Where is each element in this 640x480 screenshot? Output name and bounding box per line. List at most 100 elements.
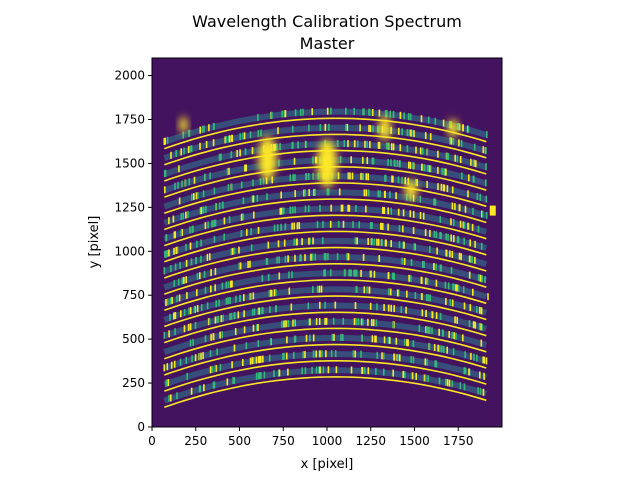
emission-line (255, 356, 258, 364)
emission-line (286, 336, 288, 344)
emission-line (353, 269, 355, 277)
emission-line (259, 178, 262, 186)
emission-line (450, 234, 452, 242)
order-edge (164, 295, 487, 328)
emission-line (243, 310, 245, 318)
emission-line (398, 224, 401, 232)
plot-area (151, 57, 503, 428)
emission-line (207, 221, 209, 229)
emission-line (278, 369, 281, 377)
emission-line (178, 294, 181, 302)
emission-line (273, 370, 275, 378)
emission-line (485, 163, 487, 171)
emission-line (485, 357, 488, 365)
emission-line (327, 253, 329, 261)
emission-line (453, 235, 455, 243)
emission-line (376, 351, 379, 359)
emission-line (455, 332, 457, 340)
emission-line (473, 143, 476, 151)
emission-line (212, 139, 215, 147)
emission-line (470, 255, 472, 263)
emission-line (325, 350, 327, 358)
chart-subtitle: Master (300, 34, 355, 53)
emission-line (279, 207, 282, 215)
emission-line (325, 317, 328, 325)
emission-line (188, 307, 190, 315)
emission-line (487, 293, 489, 301)
emission-line (316, 221, 319, 229)
emission-line (409, 113, 412, 121)
y-tick-label: 0 (137, 420, 145, 434)
emission-line (242, 132, 244, 140)
emission-line (412, 340, 415, 348)
emission-line (483, 372, 485, 380)
order-edge (164, 343, 487, 376)
emission-line (360, 172, 362, 180)
emission-line (409, 210, 412, 218)
emission-line (396, 160, 399, 167)
emission-line (373, 270, 376, 278)
emission-line (330, 350, 333, 358)
emission-line (367, 173, 369, 181)
emission-line (319, 366, 321, 374)
emission-line (288, 287, 291, 295)
emission-line (480, 323, 482, 331)
emission-line (460, 253, 462, 261)
emission-line (463, 221, 466, 229)
x-axis-label: x [pixel] (301, 457, 354, 472)
emission-line (324, 317, 326, 325)
emission-line (312, 237, 314, 245)
emission-line (311, 366, 313, 374)
emission-line (350, 366, 353, 374)
emission-line (250, 244, 253, 252)
emission-line (262, 177, 265, 185)
emission-line (223, 233, 225, 241)
emission-line (302, 351, 305, 359)
emission-line (457, 236, 460, 244)
emission-line (263, 371, 266, 379)
emission-line (472, 207, 474, 215)
emission-line (322, 237, 324, 245)
emission-line (397, 176, 400, 184)
emission-line (304, 205, 307, 213)
emission-line (326, 107, 329, 115)
emission-line (251, 195, 254, 203)
emission-line (478, 322, 481, 330)
emission-line (429, 294, 432, 302)
emission-line (463, 367, 466, 375)
emission-line (354, 237, 357, 245)
emission-line (479, 193, 482, 201)
emission-line (435, 360, 437, 368)
emission-line (435, 263, 437, 271)
emission-line (337, 220, 340, 228)
emission-line (303, 189, 305, 197)
emission-line (189, 242, 192, 250)
emission-line (227, 184, 230, 192)
emission-line (180, 310, 182, 318)
y-tick-label: 1750 (114, 113, 145, 127)
emission-line (311, 253, 313, 261)
emission-line (424, 229, 427, 237)
emission-line (429, 246, 431, 253)
emission-line (185, 211, 187, 219)
emission-line (249, 260, 251, 268)
emission-line (240, 230, 243, 237)
emission-line (233, 312, 235, 320)
emission-line (257, 356, 260, 364)
emission-line (183, 147, 185, 155)
emission-line (251, 147, 254, 155)
emission-line (196, 305, 199, 313)
emission-line (403, 112, 405, 120)
emission-line (384, 110, 387, 118)
emission-line (336, 253, 339, 261)
emission-line (279, 143, 281, 151)
emission-line (399, 111, 402, 119)
emission-line (389, 288, 392, 296)
emission-line (343, 269, 346, 277)
emission-line (384, 174, 386, 182)
emission-line (293, 319, 296, 327)
emission-line (166, 379, 168, 387)
emission-line (355, 205, 357, 212)
emission-line (271, 176, 273, 184)
emission-line (448, 331, 450, 338)
